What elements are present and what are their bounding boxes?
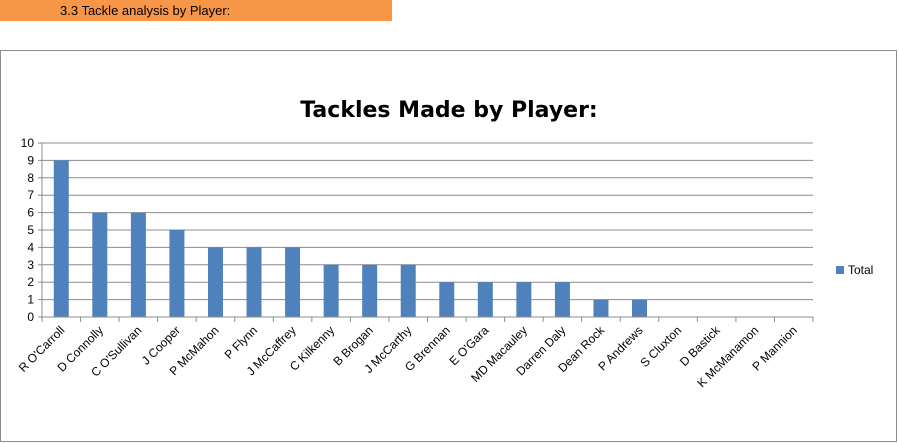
legend-label: Total xyxy=(848,263,873,277)
bar xyxy=(400,264,416,317)
bar xyxy=(285,247,301,317)
y-tick-label: 2 xyxy=(27,275,34,289)
bar xyxy=(516,282,532,317)
bar xyxy=(362,264,378,317)
bar xyxy=(92,212,108,317)
y-tick-label: 4 xyxy=(27,240,34,254)
y-tick-label: 8 xyxy=(27,171,34,185)
bar xyxy=(439,282,455,317)
chart-title: Tackles Made by Player: xyxy=(300,98,597,123)
bar xyxy=(323,264,339,317)
bar xyxy=(207,247,223,317)
legend-swatch xyxy=(836,266,844,274)
y-tick-label: 7 xyxy=(27,188,34,202)
y-tick-label: 0 xyxy=(27,310,34,324)
bar xyxy=(632,299,648,317)
category-label: P Flynn xyxy=(222,323,261,362)
section-banner: 3.3 Tackle analysis by Player: xyxy=(0,0,392,21)
y-tick-label: 9 xyxy=(27,153,34,167)
bar xyxy=(593,299,609,317)
category-label: S Cluxton xyxy=(638,323,685,370)
bar xyxy=(53,160,69,317)
chart-frame xyxy=(0,50,897,442)
y-tick-label: 1 xyxy=(27,293,34,307)
y-tick-label: 6 xyxy=(27,206,34,220)
y-tick-label: 3 xyxy=(27,258,34,272)
bar xyxy=(169,230,185,317)
bar xyxy=(477,282,493,317)
section-heading: 3.3 Tackle analysis by Player: xyxy=(60,3,231,18)
bar xyxy=(554,282,570,317)
bar xyxy=(246,247,262,317)
bar xyxy=(130,212,146,317)
y-tick-label: 10 xyxy=(21,136,35,150)
y-tick-label: 5 xyxy=(27,223,34,237)
